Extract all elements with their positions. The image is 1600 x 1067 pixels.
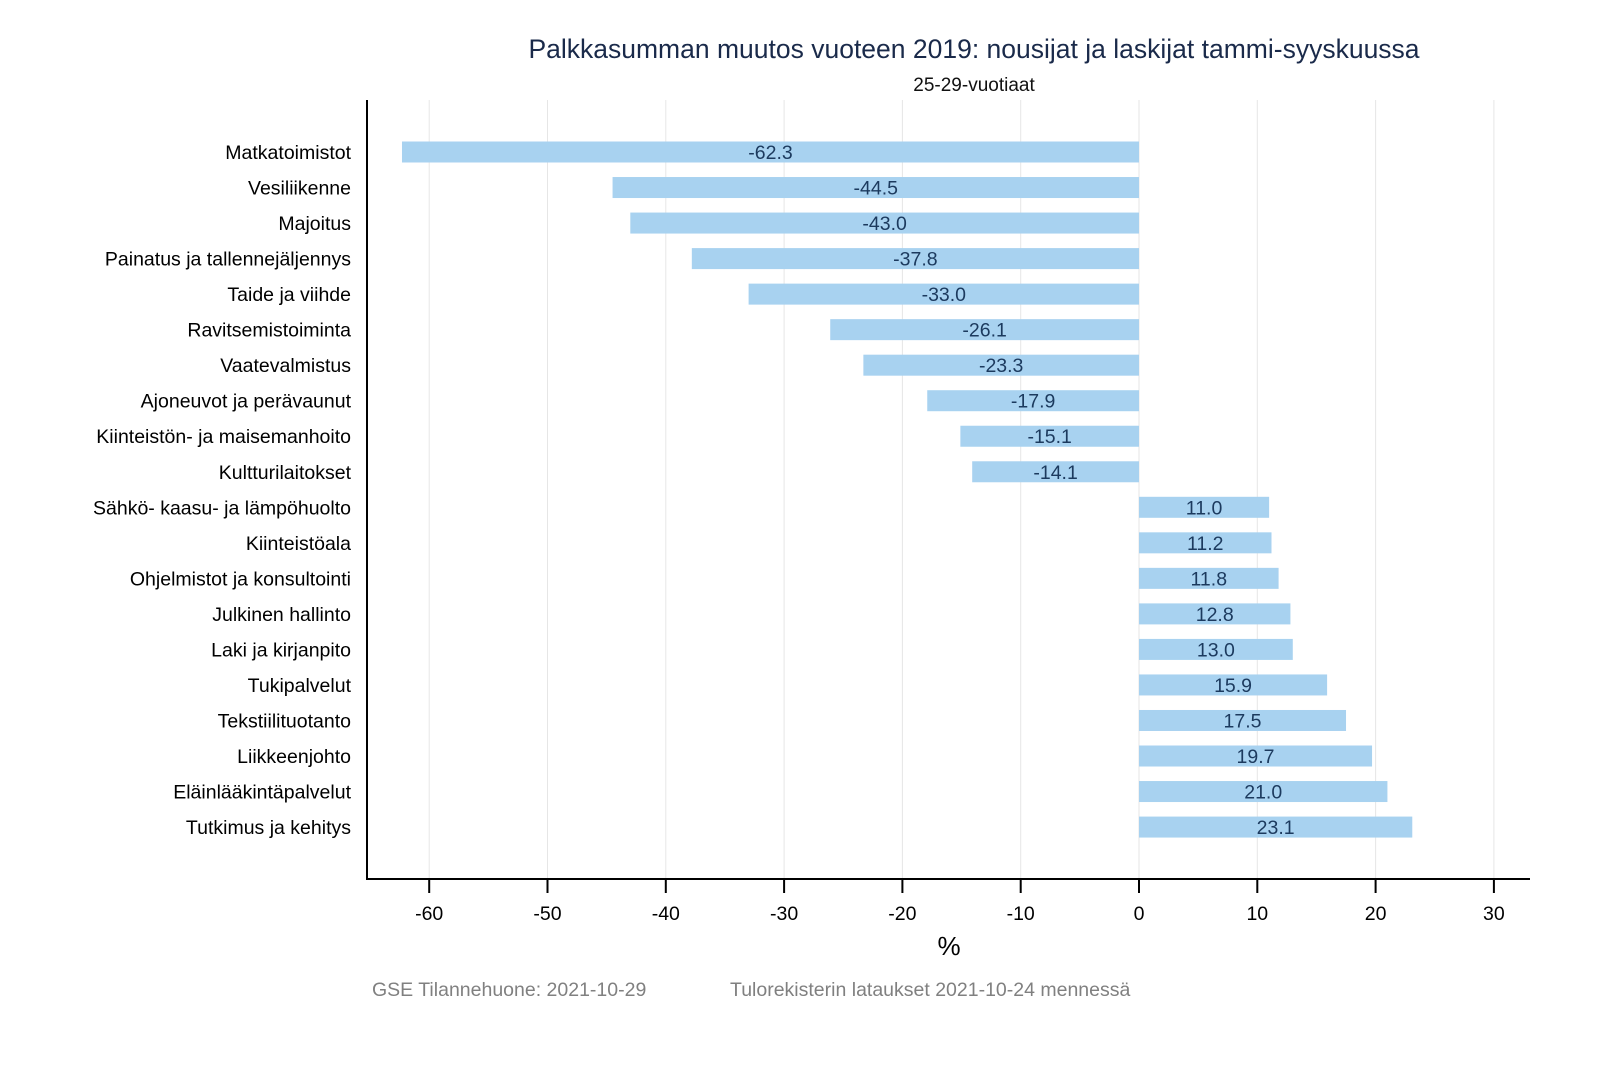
category-label: Eläinlääkintäpalvelut <box>173 782 351 804</box>
bar <box>863 354 1139 376</box>
bar-value-label: 15.9 <box>1214 675 1252 697</box>
bar <box>1139 532 1272 554</box>
bar <box>1139 603 1291 625</box>
category-label: Vaatevalmistus <box>220 355 351 377</box>
x-tick-label: 20 <box>1365 903 1387 925</box>
bar-value-label: 21.0 <box>1244 782 1282 804</box>
x-axis-title: % <box>937 931 960 961</box>
bar <box>1139 496 1270 518</box>
bar <box>1139 781 1388 803</box>
category-label: Ajoneuvot ja perävaunut <box>141 391 352 413</box>
bar <box>927 390 1139 412</box>
bar <box>1139 567 1279 589</box>
category-label: Julkinen hallinto <box>212 604 351 626</box>
footer-note: Tulorekisterin lataukset 2021-10-24 menn… <box>730 979 1131 1001</box>
bar <box>960 425 1139 447</box>
bar <box>1139 638 1293 660</box>
bar <box>1139 816 1413 838</box>
category-label: Vesiliikenne <box>248 178 351 200</box>
category-label: Laki ja kirjanpito <box>211 639 351 661</box>
bar <box>1139 745 1373 767</box>
category-label: Tekstiilituotanto <box>218 710 351 732</box>
bar-value-label: -14.1 <box>1033 462 1077 484</box>
bar <box>1139 709 1347 731</box>
category-label: Tukipalvelut <box>248 675 352 697</box>
x-tick-label: 30 <box>1483 903 1505 925</box>
bars: -62.3 -44.5 -43.0 -37.8 -33.0 -26.1 -23.3 -17.9… <box>401 141 1413 839</box>
x-tick-label: 0 <box>1134 903 1145 925</box>
bar-value-label: 19.7 <box>1237 746 1275 768</box>
category-label: Tutkimus ja kehitys <box>186 817 351 839</box>
category-label: Majoitus <box>278 213 351 235</box>
category-label: Taide ja viihde <box>227 284 351 306</box>
x-tick-label: -30 <box>770 903 798 925</box>
category-label: Liikkeenjohto <box>237 746 351 768</box>
bar-value-label: -15.1 <box>1027 426 1071 448</box>
x-tick-label: -40 <box>652 903 680 925</box>
bar-value-label: -37.8 <box>893 249 937 271</box>
bar-value-label: 11.0 <box>1186 497 1223 519</box>
bar-value-label: 17.5 <box>1224 710 1262 732</box>
bar-value-label: -26.1 <box>962 320 1006 342</box>
category-label: Kiinteistön- ja maisemanhoito <box>96 426 351 448</box>
footer-source: GSE Tilannehuone: 2021-10-29 <box>372 979 647 1001</box>
bar-value-label: -62.3 <box>748 142 792 164</box>
bar-value-label: -33.0 <box>922 284 967 306</box>
bar <box>972 461 1139 483</box>
bar-value-label: -23.3 <box>979 355 1023 377</box>
bar <box>830 319 1139 341</box>
bar-value-label: 13.0 <box>1197 639 1235 661</box>
x-tick-label: 10 <box>1246 903 1268 925</box>
category-label: Ravitsemistoiminta <box>187 320 351 342</box>
category-label: Sähkö- kaasu- ja lämpöhuolto <box>93 497 351 519</box>
bar-value-label: -44.5 <box>854 178 899 200</box>
bar-value-label: -17.9 <box>1011 391 1055 413</box>
category-labels: Matkatoimistot Vesiliikenne Majoitus Painat… <box>93 142 352 839</box>
category-label: Kiinteistöala <box>246 533 351 555</box>
x-tick-label: -60 <box>415 903 443 925</box>
bar <box>748 283 1139 305</box>
x-tick-label: -50 <box>533 903 561 925</box>
chart-title: Palkkasumman muutos vuoteen 2019: nousij… <box>528 34 1420 64</box>
bar <box>1139 674 1328 696</box>
x-tick-label: -10 <box>1007 903 1035 925</box>
bar-value-label: 11.2 <box>1187 533 1224 555</box>
bar <box>691 248 1139 270</box>
bar-value-label: 12.8 <box>1196 604 1234 626</box>
bar <box>612 177 1139 199</box>
bar-value-label: 23.1 <box>1257 817 1295 839</box>
bar-value-label: 11.8 <box>1191 568 1228 590</box>
category-label: Matkatoimistot <box>225 142 351 164</box>
category-label: Painatus ja tallennejäljennys <box>105 249 351 271</box>
x-tick-label: -20 <box>888 903 916 925</box>
chart-subtitle: 25-29-vuotiaat <box>913 75 1035 96</box>
category-label: Ohjelmistot ja konsultointi <box>130 568 351 590</box>
axes: -60 -50 -40 -30 -20 -10 0 10 20 30 <box>366 100 1530 925</box>
bar-value-label: -43.0 <box>862 213 907 235</box>
category-label: Kultturilaitokset <box>219 462 352 484</box>
bar <box>401 141 1140 163</box>
bar <box>630 212 1139 234</box>
